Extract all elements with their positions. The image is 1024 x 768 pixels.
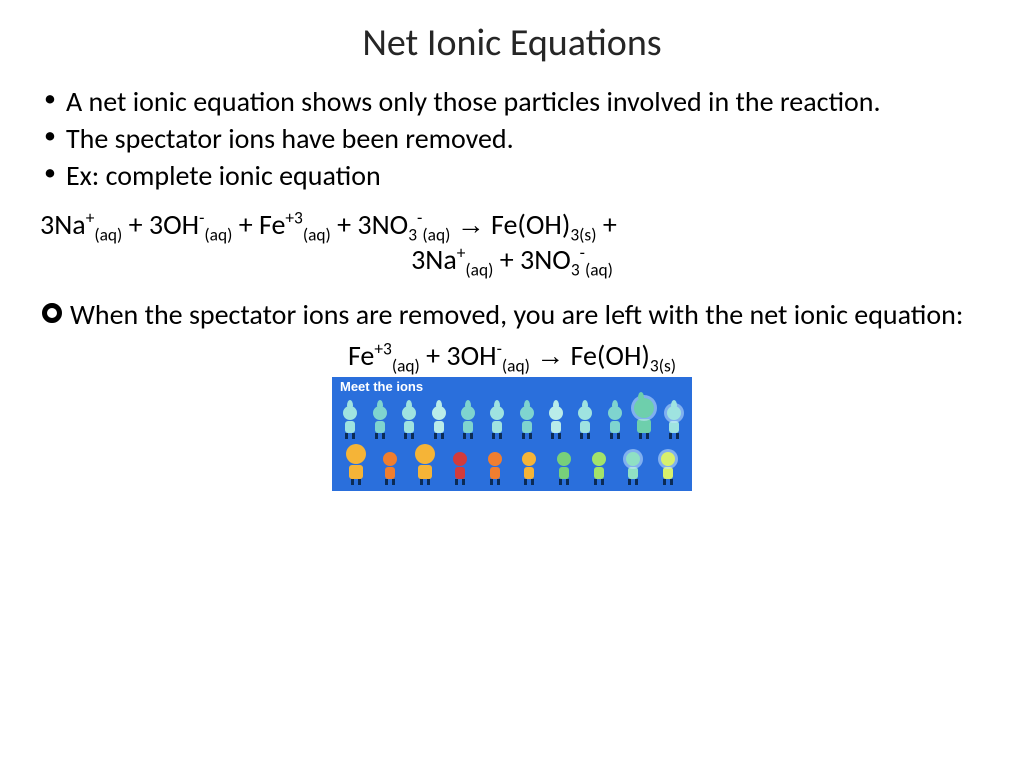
ion-character: [428, 406, 450, 439]
bullet-item: Ex: complete ionic equation: [40, 158, 984, 193]
net-ionic-equation: Fe+3(aq) + 3OH-(aq) → Fe(OH)3(s): [40, 338, 984, 373]
ion-character: [379, 452, 401, 485]
slide-title: Net Ionic Equations: [40, 20, 984, 66]
ion-character: [369, 406, 391, 439]
slide: Net Ionic Equations A net ionic equation…: [0, 0, 1024, 768]
slide-body: A net ionic equation shows only those pa…: [40, 84, 984, 491]
ion-character: [449, 452, 471, 485]
ion-character: [345, 444, 367, 485]
ring-bullet-text: When the spectator ions are removed, you…: [70, 297, 963, 332]
ion-character: [457, 406, 479, 439]
ion-character: [622, 452, 644, 485]
graphic-title: Meet the ions: [340, 379, 423, 395]
ion-character: [414, 444, 436, 485]
ion-character: [657, 452, 679, 485]
ring-bullet-list: When the spectator ions are removed, you…: [40, 297, 984, 332]
ion-character: [663, 406, 685, 439]
meet-the-ions-graphic: Meet the ions: [332, 377, 692, 491]
bullet-item: A net ionic equation shows only those pa…: [40, 84, 984, 119]
ion-character: [553, 452, 575, 485]
ion-character: [574, 406, 596, 439]
ion-character: [339, 406, 361, 439]
ion-character: [545, 406, 567, 439]
ion-character: [398, 406, 420, 439]
ring-bullet-item: When the spectator ions are removed, you…: [40, 297, 984, 332]
ions-row-2: [332, 443, 692, 485]
equation-line-2: 3Na+(aq) + 3NO3-(aq): [40, 242, 984, 277]
complete-ionic-equation: 3Na+(aq) + 3OH-(aq) + Fe+3(aq) + 3NO3-(a…: [40, 207, 984, 277]
ion-character: [486, 406, 508, 439]
ions-row-1: [332, 395, 692, 439]
ion-character: [588, 452, 610, 485]
ion-character: [604, 406, 626, 439]
ion-character: [518, 452, 540, 485]
ring-bullet-icon: [42, 303, 62, 323]
ion-character: [633, 398, 655, 439]
bullet-item: The spectator ions have been removed.: [40, 121, 984, 156]
ion-character: [484, 452, 506, 485]
bullet-list: A net ionic equation shows only those pa…: [40, 84, 984, 193]
ion-character: [516, 406, 538, 439]
equation-line-1: 3Na+(aq) + 3OH-(aq) + Fe+3(aq) + 3NO3-(a…: [40, 207, 984, 242]
